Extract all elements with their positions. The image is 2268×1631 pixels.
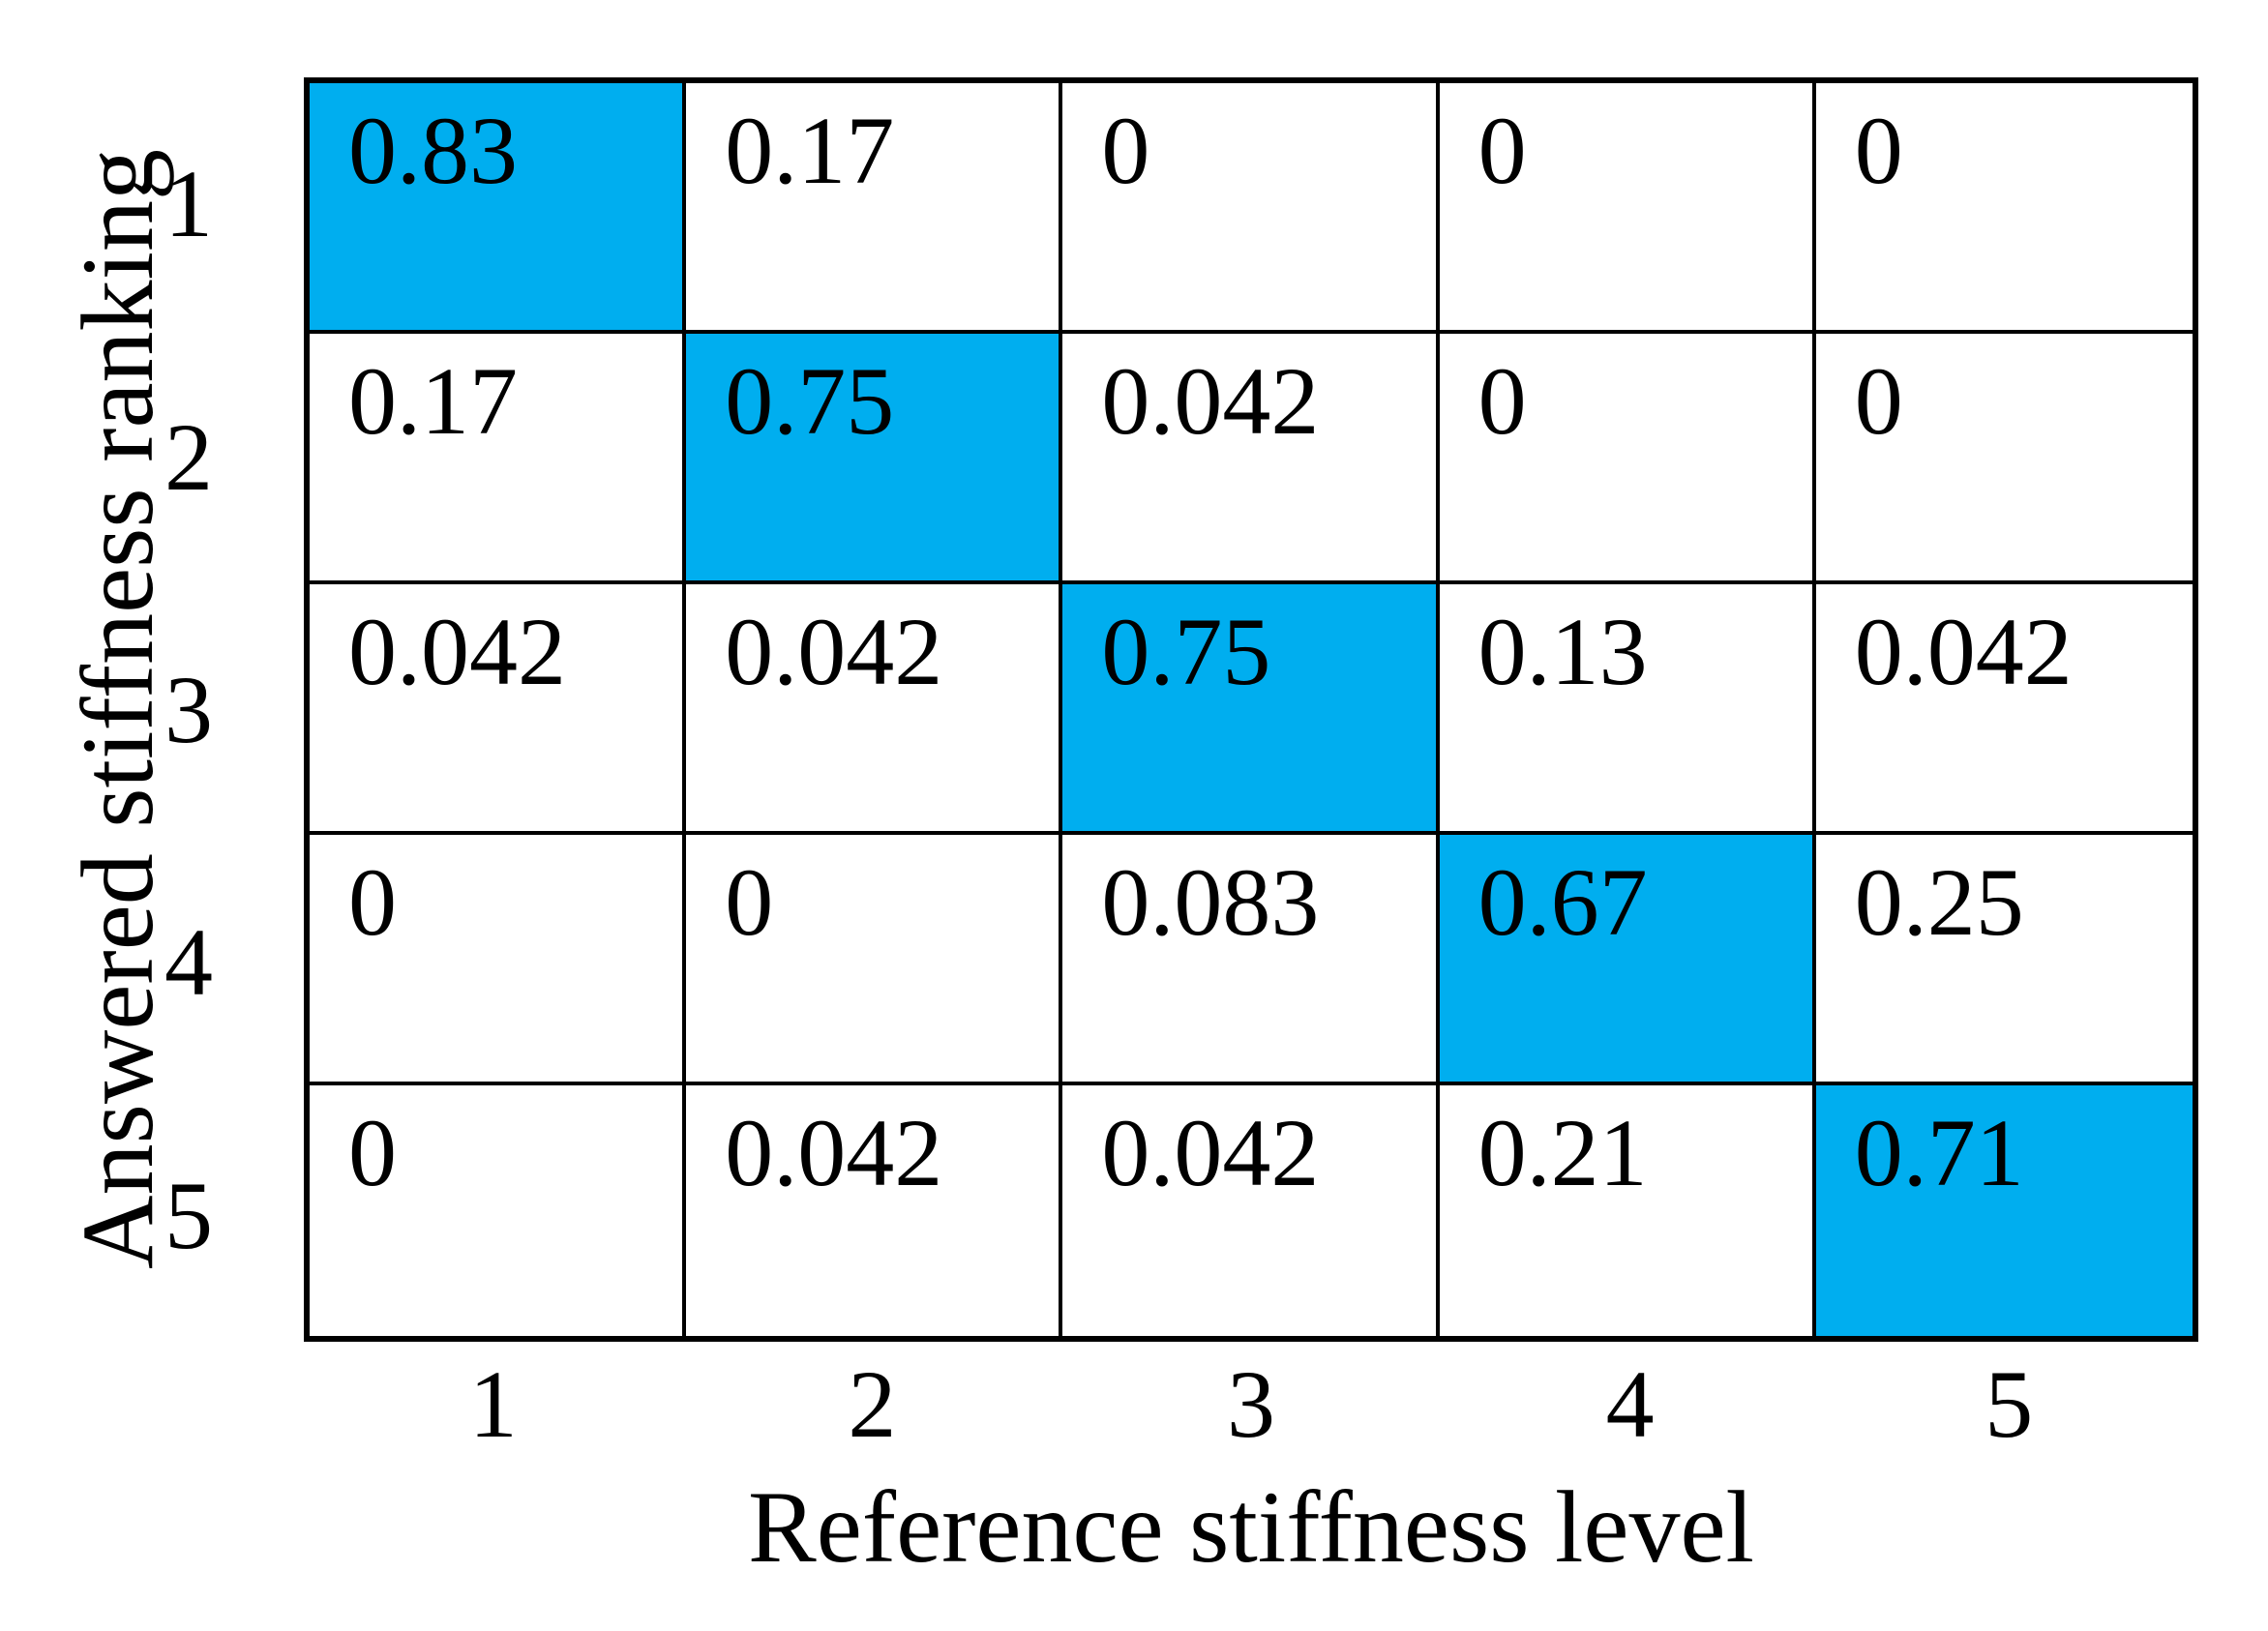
matrix-cell: 0.25 bbox=[1815, 835, 2193, 1085]
x-axis-title: Reference stiffness level bbox=[748, 1470, 1754, 1584]
matrix-cell: 0 bbox=[1062, 83, 1440, 334]
y-axis-tick-label: 2 bbox=[164, 402, 213, 511]
matrix-cell: 0 bbox=[310, 835, 687, 1085]
y-axis-tick-label: 5 bbox=[164, 1161, 213, 1269]
y-axis-tick-label: 1 bbox=[164, 150, 213, 258]
y-axis-tick-label: 3 bbox=[164, 655, 213, 763]
matrix-cell: 0 bbox=[1439, 334, 1816, 584]
x-axis-tick-label: 3 bbox=[1226, 1349, 1275, 1458]
matrix-cell: 0.042 bbox=[1062, 334, 1440, 584]
matrix-cell: 0 bbox=[1815, 83, 2193, 334]
y-axis-tick-label: 4 bbox=[164, 908, 213, 1017]
x-axis-tick-label: 1 bbox=[468, 1349, 518, 1458]
matrix-cell-diagonal: 0.67 bbox=[1439, 835, 1816, 1085]
matrix-cell: 0 bbox=[310, 1085, 687, 1336]
matrix-cell: 0.17 bbox=[686, 83, 1063, 334]
matrix-cell: 0.042 bbox=[686, 584, 1063, 835]
y-axis-ticks: 1 2 3 4 5 bbox=[0, 77, 257, 1342]
matrix-cell: 0.17 bbox=[310, 334, 687, 584]
x-axis-tick-label: 4 bbox=[1605, 1349, 1655, 1458]
matrix-cell: 0.083 bbox=[1062, 835, 1440, 1085]
matrix-cell-diagonal: 0.75 bbox=[686, 334, 1063, 584]
x-axis-tick-label: 2 bbox=[848, 1349, 897, 1458]
matrix-cell-diagonal: 0.75 bbox=[1062, 584, 1440, 835]
matrix-cell: 0 bbox=[686, 835, 1063, 1085]
matrix-cell-diagonal: 0.83 bbox=[310, 83, 687, 334]
matrix-cell: 0.042 bbox=[310, 584, 687, 835]
matrix-cell: 0.21 bbox=[1439, 1085, 1816, 1336]
matrix-cell: 0.042 bbox=[686, 1085, 1063, 1336]
x-axis-ticks: 1 2 3 4 5 bbox=[304, 1345, 2198, 1463]
matrix-cell-diagonal: 0.71 bbox=[1815, 1085, 2193, 1336]
matrix-cell: 0 bbox=[1815, 334, 2193, 584]
matrix-cell: 0.13 bbox=[1439, 584, 1816, 835]
matrix-cell: 0 bbox=[1439, 83, 1816, 334]
matrix-cell: 0.042 bbox=[1062, 1085, 1440, 1336]
x-axis-tick-label: 5 bbox=[1984, 1349, 2034, 1458]
matrix-cell: 0.042 bbox=[1815, 584, 2193, 835]
matrix-grid: 0.83 0.17 0 0 0 0.17 0.75 0.042 0 0 0.042 0.042 0.75… bbox=[304, 77, 2198, 1342]
